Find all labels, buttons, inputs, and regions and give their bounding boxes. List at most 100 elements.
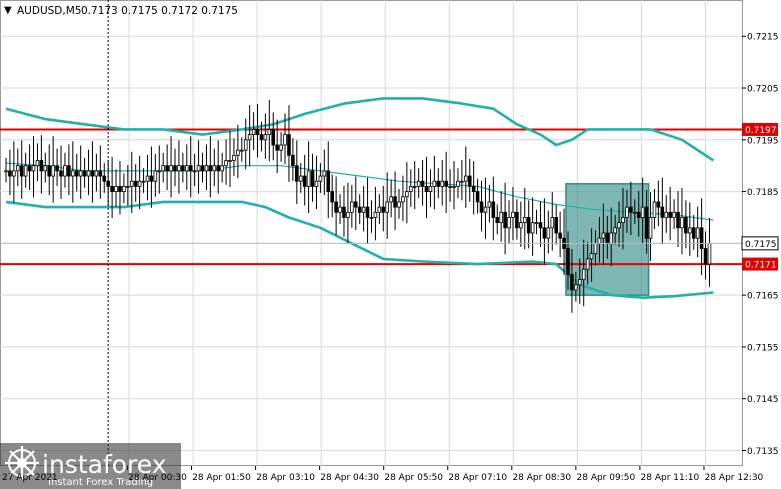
candle-body (456, 180, 460, 187)
y-axis-tick-label: 0.7205 (747, 85, 779, 95)
candle-body (475, 191, 480, 203)
candle-body (15, 165, 20, 172)
candle-body (251, 129, 256, 136)
candle-body (699, 227, 704, 249)
bollinger-middle-line (5, 162, 714, 221)
candle-body (287, 134, 291, 156)
candle-body (585, 258, 590, 270)
candle-body (597, 237, 602, 244)
candle-body (707, 242, 712, 265)
candle-body (574, 284, 578, 291)
candle-body (570, 274, 574, 291)
candle-body (51, 165, 55, 177)
candle-body (385, 201, 390, 213)
candle-body (267, 129, 272, 136)
candle-body (546, 227, 551, 239)
candle-body (110, 185, 114, 192)
candle-body (255, 129, 260, 136)
candle-body (522, 217, 527, 224)
candle-body (291, 154, 295, 167)
candle-body (625, 206, 629, 218)
candle-body (310, 170, 315, 187)
candle-body (129, 180, 134, 187)
price-labels: 0.7175 0.7197 0.7171 (741, 122, 779, 271)
candle-body (322, 170, 327, 177)
candle-body (389, 196, 393, 203)
candle-body (279, 144, 283, 151)
candle-body (31, 165, 36, 172)
candle-body (350, 201, 354, 213)
y-axis-tick-label: 0.7135 (747, 447, 779, 457)
candle-body (346, 211, 350, 218)
candle-body (338, 206, 342, 213)
candle-body (688, 227, 692, 234)
candle-body (71, 170, 75, 177)
candle-body (334, 201, 338, 213)
candle-body (412, 185, 417, 188)
candle-body (145, 175, 150, 182)
candle-body (200, 165, 205, 172)
candle-body (605, 232, 610, 244)
candle-body (43, 165, 48, 172)
candle-body (471, 185, 476, 192)
candle-body (542, 227, 547, 239)
candle-body (98, 170, 103, 177)
candle-body (617, 222, 621, 229)
candle-body (184, 165, 189, 172)
x-axis-tick-label: 28 Apr 11:10 (641, 473, 700, 483)
watermark-tagline: Instant Forex Trading (48, 477, 153, 488)
candle-body (405, 191, 409, 198)
candle-body (554, 217, 558, 234)
x-axis-tick-label: 28 Apr 04:30 (320, 473, 379, 483)
candle-body (381, 206, 386, 213)
candle-body (550, 217, 555, 229)
candle-body (47, 165, 52, 177)
candle-body (247, 134, 252, 141)
candle-body (306, 170, 311, 187)
candle-body (644, 206, 649, 239)
watermark-brand: instaforex (42, 450, 167, 479)
candle-body (444, 180, 448, 187)
candle-body (326, 170, 331, 192)
x-axis-tick-label-partial: 27 Apr 2021 (2, 473, 58, 483)
candle-body (165, 165, 169, 172)
candle-body (263, 134, 268, 141)
candle-body (487, 201, 492, 208)
candle-body (503, 211, 507, 229)
candle-body (676, 211, 680, 229)
candle-body (621, 217, 625, 224)
candle-body (566, 248, 570, 275)
candle-body (204, 165, 209, 172)
current-price-label: 0.7175 (741, 236, 779, 251)
candle-body (133, 180, 138, 187)
candle-body (63, 165, 67, 177)
candle-body (452, 185, 456, 188)
candle-body (416, 180, 421, 187)
candle-body (4, 170, 8, 173)
candle-body (224, 160, 228, 167)
candle-body (668, 211, 672, 218)
y-axis-tick-label: 0.7155 (747, 343, 779, 353)
candle-body (593, 242, 598, 255)
candle-body (373, 211, 378, 218)
candle-body (609, 232, 614, 244)
y-axis-tick-label: 0.7215 (747, 33, 779, 43)
candle-body (8, 170, 12, 177)
candle-body (23, 165, 28, 177)
candle-body (613, 227, 617, 234)
horizontal-level-label: 0.7197 (742, 122, 778, 136)
candle-body (448, 185, 452, 188)
x-axis: 28 Apr 00:30 28 Apr 01:50 28 Apr 03:10 28 A… (2, 473, 764, 483)
candle-body (589, 253, 594, 260)
horizontal-level-value: 0.7171 (745, 261, 777, 271)
candle-body (460, 180, 464, 183)
candle-body (102, 175, 107, 182)
candle-body (177, 165, 181, 172)
horizontal-level-box (742, 257, 778, 271)
candle-body (275, 144, 279, 151)
candle-body (491, 201, 496, 218)
horizontal-level-value: 0.7197 (745, 126, 777, 136)
candle-body (295, 165, 299, 182)
candle-body (126, 185, 130, 188)
candle-body (656, 201, 661, 208)
